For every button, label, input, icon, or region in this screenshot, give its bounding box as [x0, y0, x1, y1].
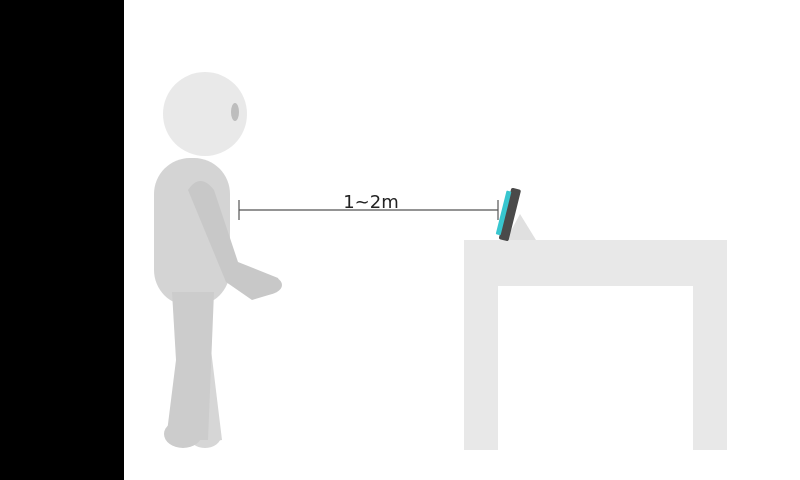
table-left-leg [464, 240, 498, 450]
person-eye [231, 103, 239, 121]
person-head [163, 72, 247, 156]
person-hand [246, 275, 282, 295]
table-top [464, 240, 727, 286]
person-front-leg [166, 292, 214, 440]
person-arm [188, 181, 280, 300]
left-black-bar [0, 0, 124, 480]
device-screen [495, 190, 512, 236]
person-front-foot [164, 420, 202, 448]
person-figure-icon [154, 72, 282, 448]
table-right-leg [693, 240, 727, 450]
device-body [499, 187, 521, 241]
table-icon [464, 240, 727, 450]
device-stand [506, 214, 536, 240]
tablet-device-icon [495, 187, 521, 241]
distance-label: 1~2m [343, 192, 399, 213]
distance-measure: 1~2m [238, 192, 499, 220]
